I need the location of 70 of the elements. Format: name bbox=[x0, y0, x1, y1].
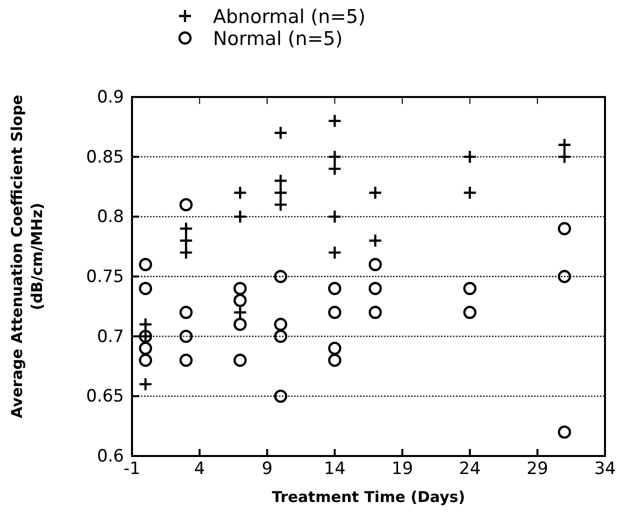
point bbox=[274, 198, 288, 212]
point bbox=[274, 270, 288, 284]
point bbox=[274, 318, 288, 331]
x-tick-label: 24 bbox=[459, 459, 481, 480]
point bbox=[234, 354, 247, 367]
point bbox=[274, 186, 288, 200]
x-tick-label: 14 bbox=[324, 459, 346, 480]
point bbox=[558, 222, 572, 236]
point bbox=[328, 306, 342, 319]
point bbox=[368, 234, 382, 248]
y-tick-label: 0.7 bbox=[96, 326, 124, 347]
point bbox=[463, 306, 476, 319]
y-tick-label: 0.9 bbox=[96, 87, 124, 108]
point bbox=[328, 150, 342, 164]
point bbox=[328, 210, 342, 224]
legend-label: Abnormal (n=5) bbox=[213, 6, 366, 28]
x-tick-label: 34 bbox=[594, 459, 616, 480]
point bbox=[178, 222, 194, 236]
point bbox=[234, 318, 247, 331]
point bbox=[274, 330, 288, 343]
point bbox=[138, 317, 153, 332]
point bbox=[274, 390, 288, 403]
point bbox=[328, 282, 342, 296]
point bbox=[138, 354, 152, 367]
point bbox=[368, 282, 382, 296]
point bbox=[328, 114, 342, 128]
point bbox=[557, 138, 572, 152]
point bbox=[138, 342, 152, 355]
x-tick-label: 19 bbox=[391, 459, 414, 480]
point bbox=[233, 210, 248, 224]
point bbox=[138, 282, 152, 296]
point bbox=[274, 126, 288, 140]
point bbox=[368, 306, 382, 319]
point bbox=[462, 186, 477, 200]
point bbox=[178, 245, 194, 260]
point bbox=[558, 425, 572, 439]
y-tick-label: 0.75 bbox=[86, 266, 124, 287]
point bbox=[558, 270, 572, 284]
point bbox=[138, 377, 153, 392]
point bbox=[274, 174, 288, 188]
y-axis-title: Average Attenuation Coefficient Slope (dB/cm/MHz) bbox=[8, 94, 46, 418]
point bbox=[179, 306, 193, 319]
point bbox=[557, 150, 572, 164]
point bbox=[233, 305, 248, 320]
x-axis-title: Treatment Time (Days) bbox=[272, 488, 466, 506]
point bbox=[138, 258, 152, 272]
y-tick-label: 0.6 bbox=[96, 446, 124, 466]
legend-label: Normal (n=5) bbox=[213, 28, 343, 50]
point bbox=[179, 354, 193, 367]
point bbox=[462, 150, 477, 164]
point bbox=[463, 282, 476, 296]
y-tick-label: 0.8 bbox=[96, 207, 124, 228]
point bbox=[328, 245, 342, 260]
point bbox=[179, 330, 193, 343]
x-tick-label: -1 bbox=[124, 459, 140, 480]
point bbox=[368, 258, 382, 272]
point bbox=[368, 186, 382, 200]
y-tick-label: 0.85 bbox=[86, 147, 124, 168]
point bbox=[178, 234, 194, 248]
x-tick-label: 29 bbox=[526, 459, 548, 480]
y-tick-label: 0.65 bbox=[86, 386, 124, 407]
x-tick-label: 4 bbox=[194, 459, 205, 480]
point bbox=[328, 354, 342, 367]
point bbox=[328, 342, 342, 355]
point bbox=[234, 282, 247, 296]
point bbox=[233, 186, 248, 200]
x-tick-label: 9 bbox=[262, 459, 273, 480]
point bbox=[179, 198, 193, 212]
point bbox=[234, 294, 247, 308]
point bbox=[328, 162, 342, 176]
